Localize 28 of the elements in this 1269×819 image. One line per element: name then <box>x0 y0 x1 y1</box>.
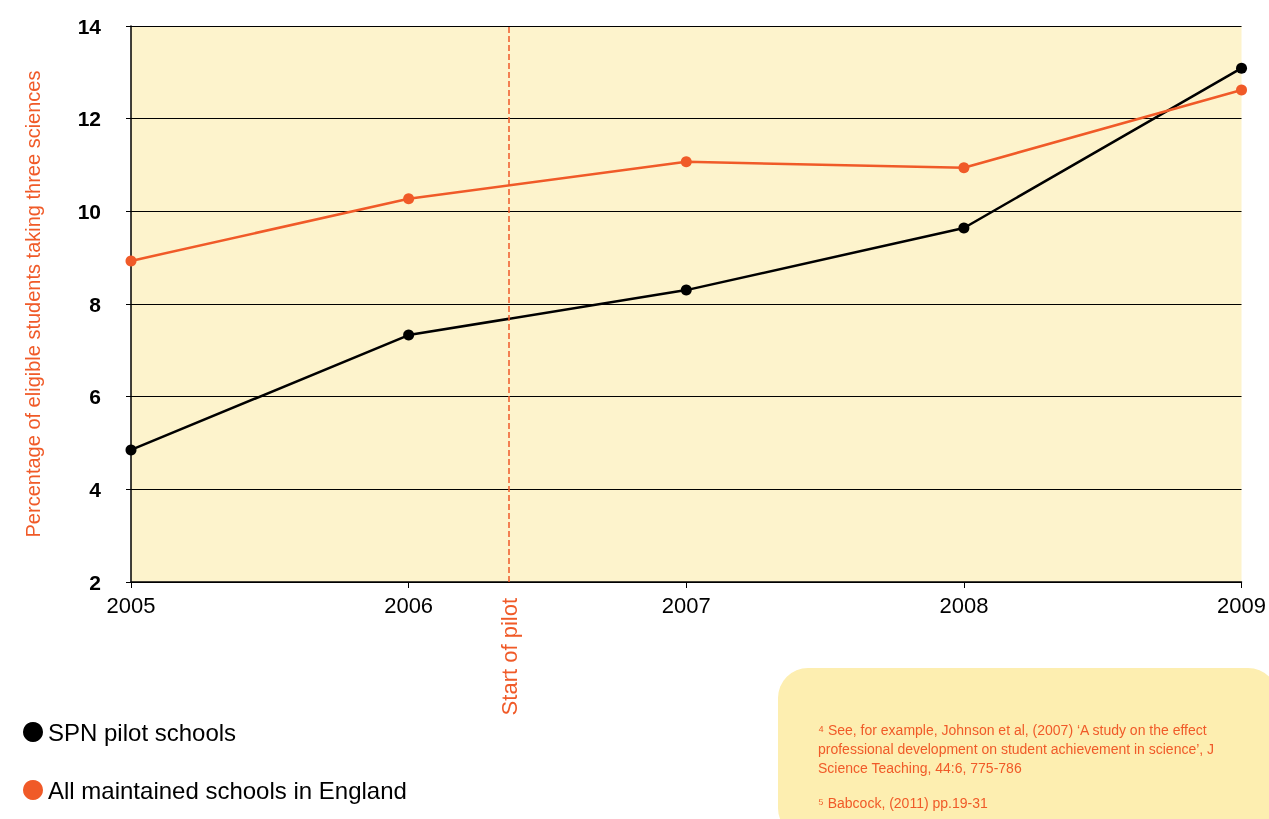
y-tick-label: 14 <box>77 14 102 38</box>
point <box>403 193 415 205</box>
ref-line-label: Start of pilot <box>497 598 523 716</box>
point <box>125 444 137 456</box>
y-tick-label: 8 <box>89 292 102 316</box>
x-tick-label: 2008 <box>939 592 989 618</box>
y-tick-label: 10 <box>77 199 101 223</box>
point <box>958 162 970 174</box>
x-tick-label: 2007 <box>661 592 711 618</box>
point <box>125 255 137 267</box>
legend-label: All maintained schools in England <box>48 776 407 804</box>
x-tick-label: 2005 <box>106 592 156 618</box>
x-tick-label: 2006 <box>384 592 434 618</box>
point <box>958 222 970 234</box>
text: ⁵ Babcock, (2011) pp.19-31 <box>818 794 988 811</box>
point <box>403 329 415 341</box>
point <box>680 284 692 296</box>
point <box>680 156 692 168</box>
legend-label: SPN pilot schools <box>48 718 237 746</box>
x-tick-label: 2009 <box>1217 592 1267 618</box>
y-tick-label: 4 <box>89 477 102 501</box>
y-tick-label: 2 <box>89 570 101 594</box>
point <box>1236 84 1248 96</box>
y-tick-label: 12 <box>77 107 101 131</box>
y-tick-label: 6 <box>89 385 101 409</box>
text: ⁴ See, for example, Johnson et al, (2007) ‘A study on the effect professional development on student achievement in science’, J Science Teaching, 44:6, 775-786 <box>818 721 1215 776</box>
point <box>1236 62 1248 74</box>
y-axis-title: Percentage of eligible students taking three sciences <box>22 70 44 538</box>
